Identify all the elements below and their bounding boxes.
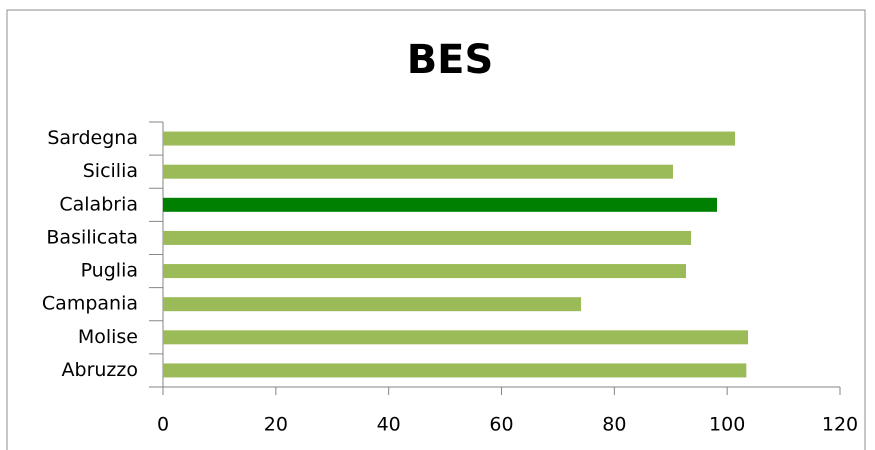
y-tick-label: Sardegna xyxy=(47,127,138,149)
bar xyxy=(163,197,718,212)
bar xyxy=(163,164,674,179)
x-tick-label: 80 xyxy=(602,414,626,436)
bar xyxy=(163,264,686,279)
bar xyxy=(163,330,749,345)
bar xyxy=(163,131,736,146)
x-tick-label: 60 xyxy=(489,414,513,436)
x-tick-label: 40 xyxy=(377,414,401,436)
bar xyxy=(163,230,692,245)
x-tick-label: 100 xyxy=(709,414,745,436)
y-tick-label: Basilicata xyxy=(46,226,138,248)
chart-title: BES xyxy=(407,37,494,83)
y-tick-label: Molise xyxy=(78,326,138,348)
x-tick-label: 0 xyxy=(157,414,169,436)
x-tick-label: 20 xyxy=(264,414,288,436)
y-tick-label: Calabria xyxy=(59,193,138,215)
y-tick-label: Sicilia xyxy=(83,160,138,182)
y-tick-label: Campania xyxy=(42,293,138,315)
y-tick-label: Puglia xyxy=(81,260,138,282)
bar xyxy=(163,363,747,378)
y-tick-label: Abruzzo xyxy=(62,359,138,381)
bar xyxy=(163,297,582,312)
x-tick-label: 120 xyxy=(822,414,858,436)
